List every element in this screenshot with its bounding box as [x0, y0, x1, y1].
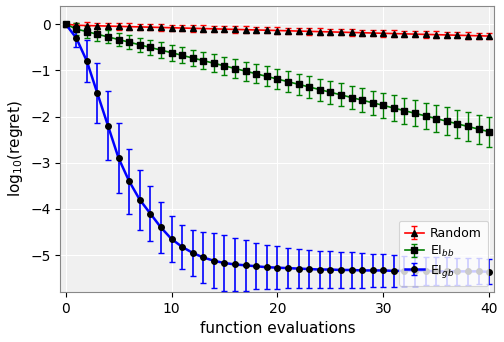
Y-axis label: log$_{10}$(regret): log$_{10}$(regret): [6, 101, 25, 197]
X-axis label: function evaluations: function evaluations: [200, 321, 355, 337]
Legend: Random, EI$_{bb}$, EI$_{gb}$: Random, EI$_{bb}$, EI$_{gb}$: [399, 221, 488, 286]
